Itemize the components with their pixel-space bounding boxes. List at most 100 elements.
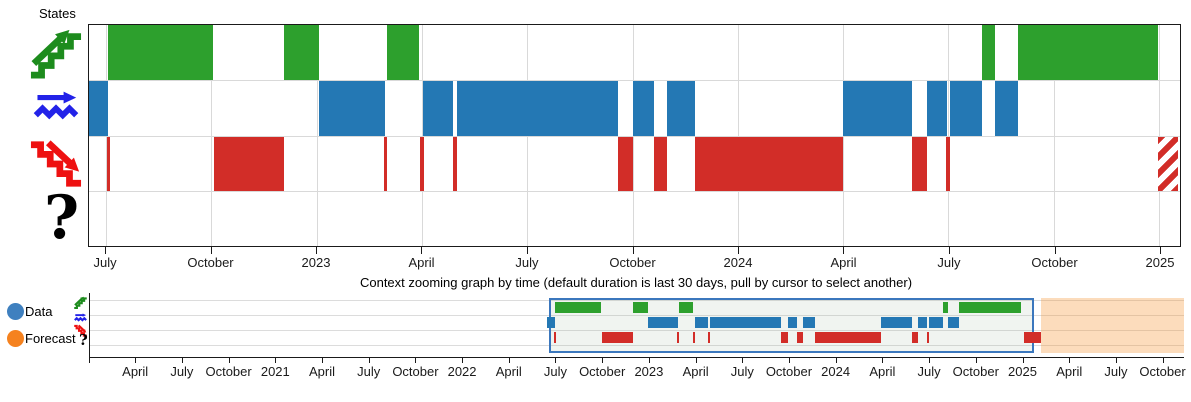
x-tick	[648, 357, 650, 363]
x-tick-label: October	[952, 364, 999, 379]
x-tick-label: April	[122, 364, 149, 379]
main-segment-increasing	[1018, 25, 1159, 81]
trend-down-icon	[74, 324, 87, 337]
x-tick	[181, 357, 183, 363]
data-swatch-icon	[7, 303, 24, 321]
x-tick-label: October	[609, 255, 656, 270]
context-segment-decreasing	[708, 332, 710, 343]
x-tick-label: April	[830, 255, 857, 270]
main-segment-increasing	[982, 25, 996, 81]
x-tick	[948, 247, 950, 254]
x-tick	[555, 357, 557, 363]
context-segment-steady	[802, 317, 816, 328]
x-tick-label: October	[205, 364, 252, 379]
trend-up-icon	[30, 29, 82, 79]
x-tick	[228, 357, 230, 363]
context-segment-steady	[948, 317, 959, 328]
context-segment-steady	[546, 317, 555, 328]
x-tick	[1054, 247, 1056, 254]
main-segment-steady	[666, 80, 695, 136]
main-segment-decreasing	[694, 135, 843, 191]
x-tick	[1022, 357, 1024, 363]
x-tick-label: October	[392, 364, 439, 379]
context-segment-steady	[787, 317, 798, 328]
main-row-divider	[89, 135, 1180, 137]
x-tick-label: October	[579, 364, 626, 379]
x-tick-label: April	[869, 364, 896, 379]
x-tick	[882, 357, 884, 363]
trend-steady-icon	[74, 313, 87, 322]
context-segment-steady	[918, 317, 928, 328]
x-tick-label: October	[1031, 255, 1078, 270]
main-segment-decreasing	[653, 135, 667, 191]
context-segment-increasing	[958, 302, 1021, 313]
context-segment-decreasing	[927, 332, 929, 343]
main-plot-area[interactable]	[88, 24, 1181, 247]
x-tick	[975, 357, 977, 363]
context-segment-steady	[880, 317, 912, 328]
legend-label-forecast: Forecast	[25, 331, 76, 347]
x-tick	[929, 357, 931, 363]
context-segment-increasing	[942, 302, 949, 313]
x-tick	[602, 357, 604, 363]
x-tick	[526, 247, 528, 254]
x-tick-label: April	[309, 364, 336, 379]
main-segment-decreasing	[946, 135, 951, 191]
x-tick	[788, 357, 790, 363]
forecast-swatch-icon	[7, 330, 24, 348]
x-tick	[835, 357, 837, 363]
main-segment-steady	[632, 80, 654, 136]
question-mark-icon: ?	[44, 183, 80, 253]
context-segment-decreasing	[554, 332, 557, 343]
x-tick	[368, 357, 370, 363]
main-segment-steady	[457, 80, 619, 136]
context-title: Context zooming graph by time (default d…	[359, 275, 913, 290]
x-tick-label: July	[730, 364, 754, 379]
context-row-increasing	[90, 300, 1184, 315]
x-tick-label: 2025	[1145, 255, 1175, 270]
context-segment-steady	[648, 317, 678, 328]
main-segment-steady	[950, 80, 983, 136]
main-row-divider	[89, 80, 1180, 82]
x-tick-label: July	[543, 364, 568, 379]
context-row-decreasing	[90, 330, 1184, 345]
context-segment-increasing	[678, 302, 693, 313]
main-segment-increasing	[387, 25, 420, 81]
x-tick-label: 2024	[723, 255, 753, 270]
main-segment-decreasing	[107, 135, 110, 191]
context-segment-decreasing	[601, 332, 633, 343]
main-segment-decreasing	[912, 135, 928, 191]
context-gridline	[90, 330, 1184, 331]
context-gridline	[90, 300, 1184, 301]
x-tick	[742, 357, 744, 363]
trend-down-icon	[30, 140, 82, 187]
x-tick	[322, 357, 324, 363]
main-segment-decreasing	[420, 135, 425, 191]
x-tick	[462, 357, 464, 363]
main-segment-increasing	[283, 25, 319, 81]
context-segment-decreasing	[693, 332, 696, 343]
x-tick	[1162, 357, 1164, 363]
x-tick-label: July	[357, 364, 381, 379]
x-tick	[1115, 357, 1117, 363]
x-tick	[632, 247, 634, 254]
context-segment-increasing	[632, 302, 649, 313]
x-tick	[210, 247, 212, 254]
main-segment-steady	[318, 80, 386, 136]
context-row-unknown	[90, 345, 1184, 360]
main-row-increasing	[89, 25, 1180, 81]
x-tick	[89, 357, 90, 363]
context-segment-steady	[709, 317, 782, 328]
x-tick	[275, 357, 277, 363]
x-tick	[738, 247, 739, 254]
x-tick	[421, 247, 423, 254]
x-tick-label: 2023	[301, 255, 331, 270]
main-segment-increasing	[107, 25, 213, 81]
trend-up-icon	[74, 296, 87, 309]
x-tick-label: July	[1104, 364, 1128, 379]
x-tick-label: July	[93, 255, 117, 270]
context-segment-increasing	[554, 302, 602, 313]
x-tick-label: October	[187, 255, 234, 270]
x-tick	[415, 357, 417, 363]
context-plot-area[interactable]	[89, 293, 1184, 358]
